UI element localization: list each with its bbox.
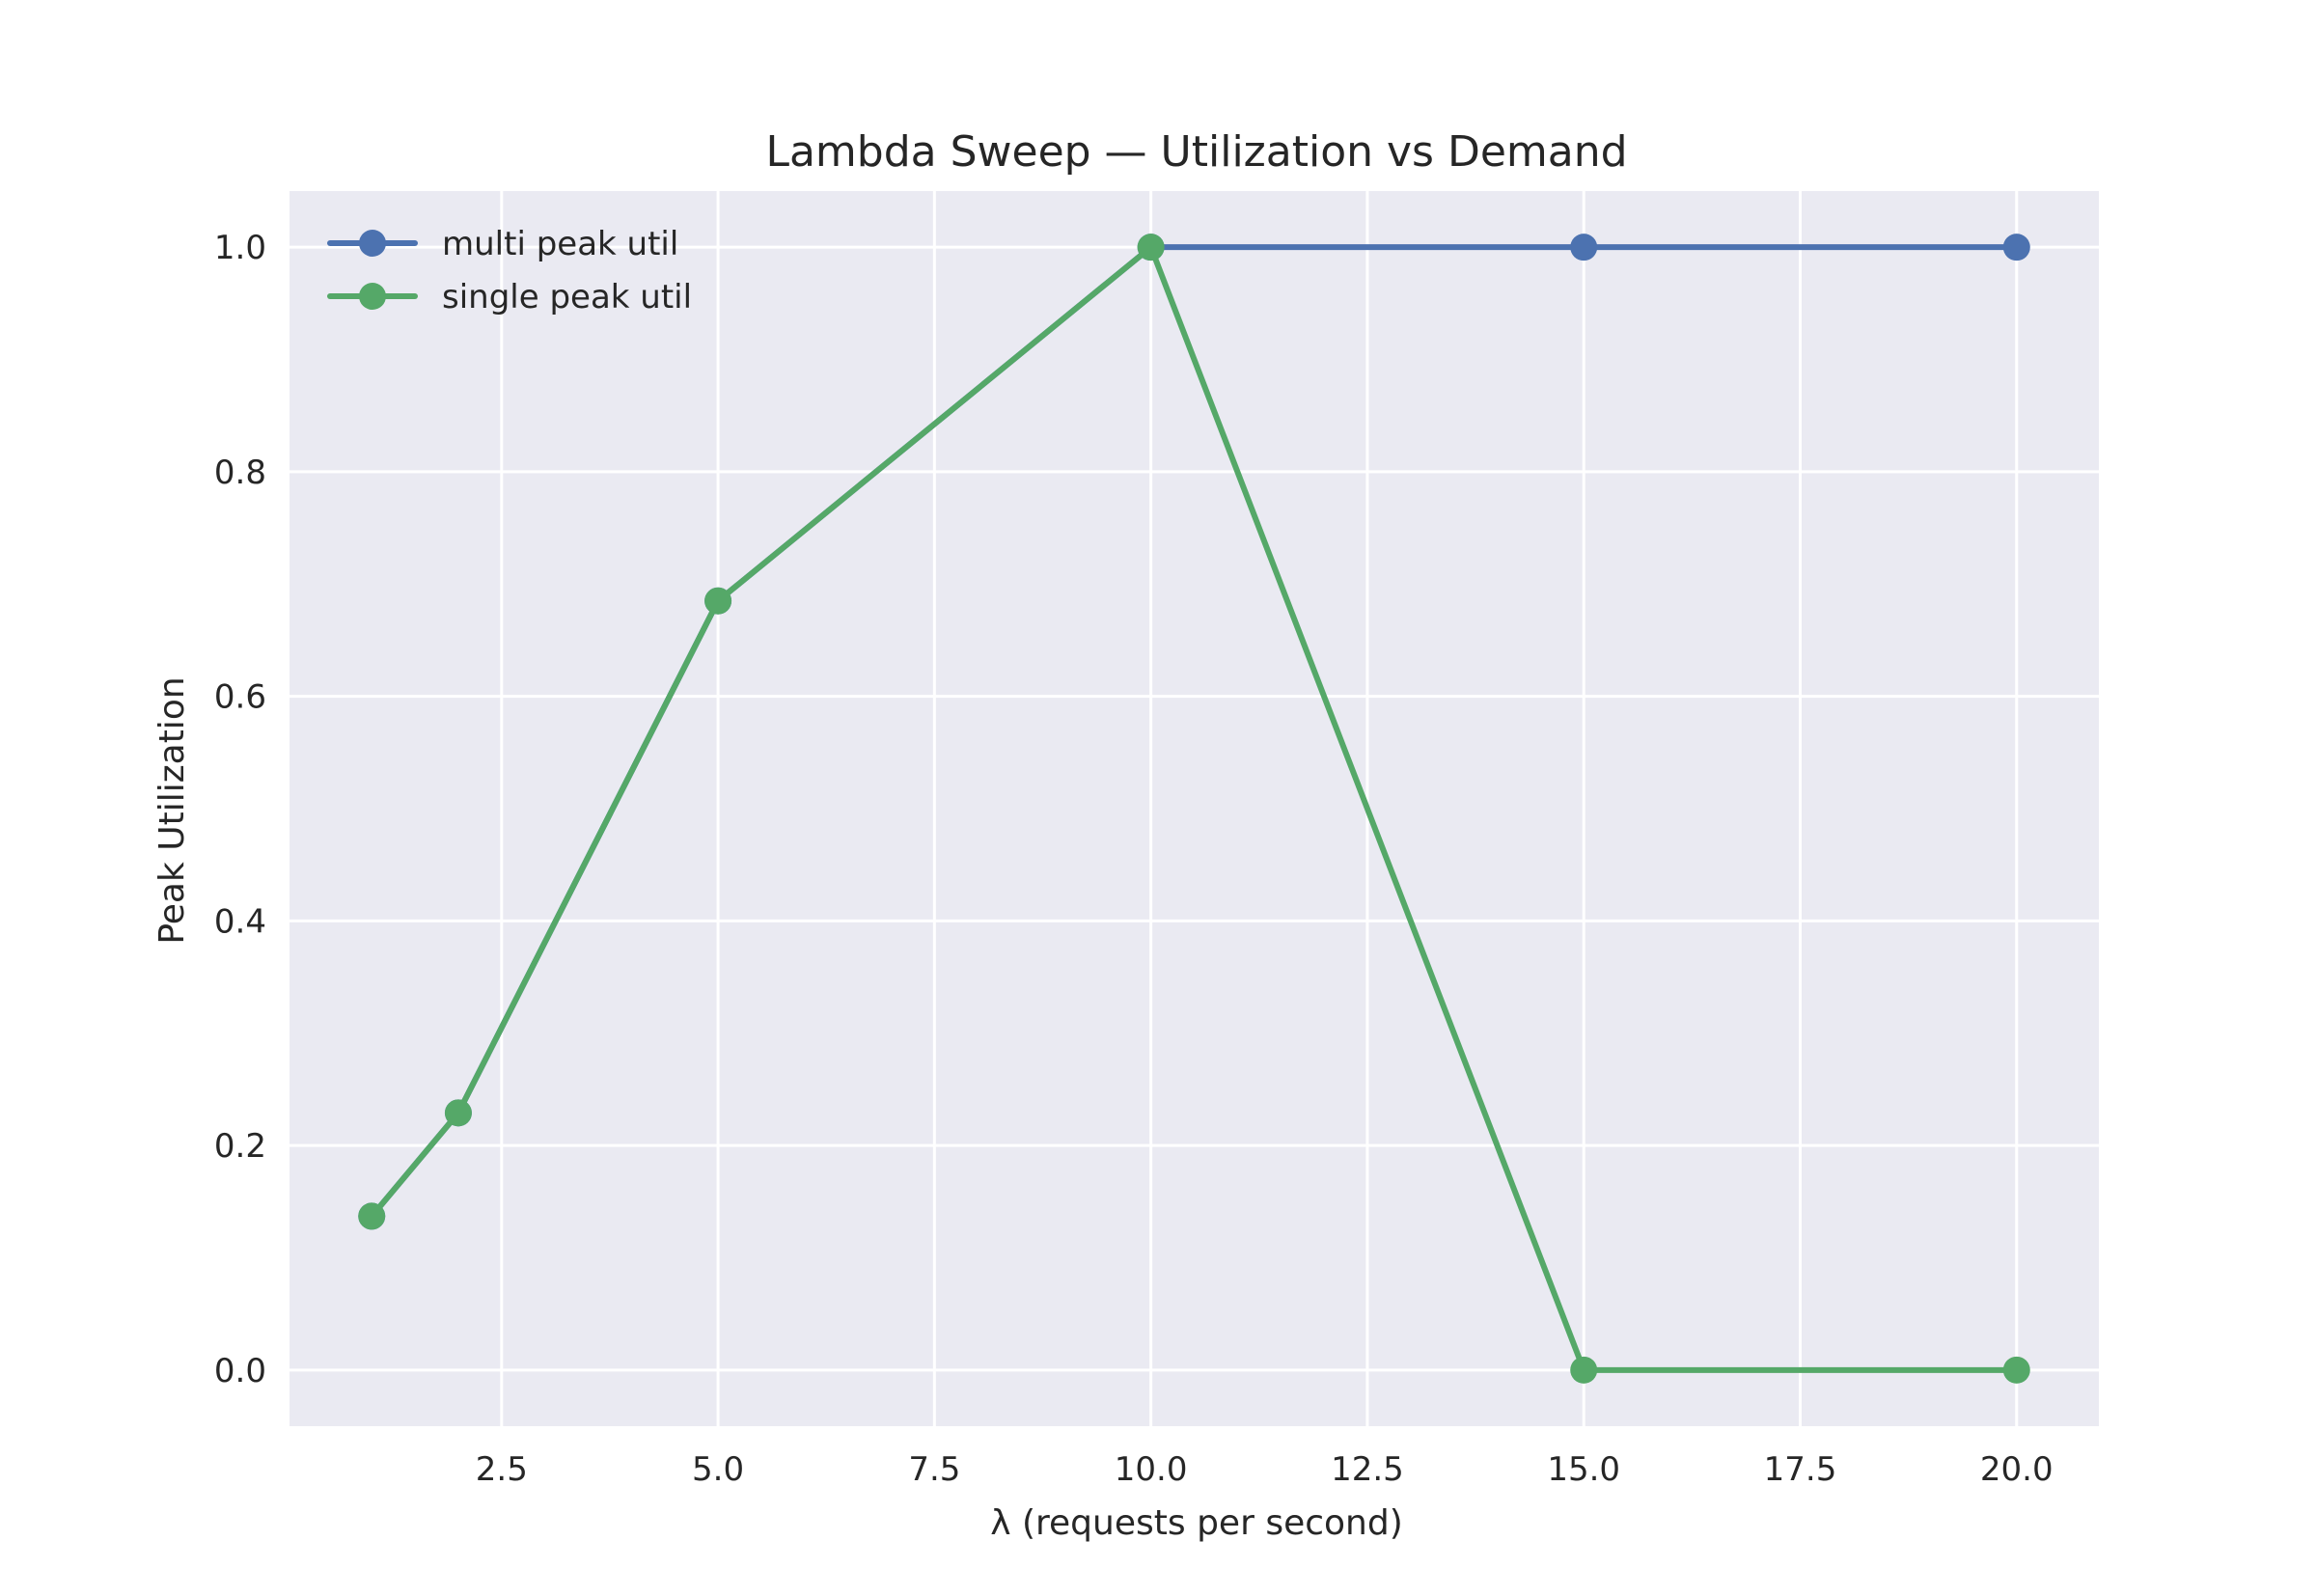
data-point-single-peak-util [1137, 234, 1165, 261]
legend-label: multi peak util [442, 225, 678, 263]
x-tick-label: 15.0 [1547, 1450, 1620, 1489]
series-line-single-peak-util [369, 244, 2020, 1373]
plot-area [290, 191, 2099, 1426]
y-tick-label: 0.6 [214, 678, 266, 717]
x-tick-label: 10.0 [1115, 1450, 1188, 1489]
x-tick-label: 7.5 [908, 1450, 960, 1489]
y-axis-ticks: 0.0 0.2 0.4 0.6 0.8 1.0 [214, 229, 266, 1390]
legend-label: single peak util [442, 278, 692, 316]
x-axis-ticks: 2.5 5.0 7.5 10.0 12.5 15.0 17.5 20.0 [476, 1450, 2054, 1489]
data-point-multi-peak-util [2002, 234, 2030, 261]
series-single-peak-util [358, 234, 2030, 1384]
series-layer [358, 234, 2030, 1384]
legend-item-multi-peak-util: multi peak util [327, 225, 678, 263]
data-point-single-peak-util [444, 1099, 472, 1127]
x-tick-label: 20.0 [1980, 1450, 2054, 1489]
legend-swatch-marker [359, 283, 386, 310]
legend-swatch-marker [359, 230, 386, 257]
data-point-single-peak-util [704, 587, 732, 615]
y-tick-label: 0.8 [214, 454, 266, 492]
data-point-single-peak-util [358, 1202, 386, 1230]
data-point-single-peak-util [2002, 1356, 2030, 1384]
x-tick-label: 17.5 [1764, 1450, 1837, 1489]
y-tick-label: 1.0 [214, 229, 266, 267]
legend: multi peak util single peak util [327, 225, 692, 316]
x-tick-label: 2.5 [476, 1450, 528, 1489]
y-tick-label: 0.0 [214, 1352, 266, 1390]
x-axis-label: λ (requests per second) [990, 1503, 1403, 1543]
data-point-single-peak-util [1570, 1356, 1598, 1384]
x-tick-label: 5.0 [692, 1450, 744, 1489]
chart-title: Lambda Sweep — Utilization vs Demand [765, 127, 1627, 177]
legend-item-single-peak-util: single peak util [327, 278, 692, 316]
y-axis-label: Peak Utilization [152, 676, 192, 944]
x-tick-label: 12.5 [1331, 1450, 1404, 1489]
y-tick-label: 0.2 [214, 1127, 266, 1166]
y-tick-label: 0.4 [214, 902, 266, 941]
data-point-multi-peak-util [1570, 234, 1598, 261]
